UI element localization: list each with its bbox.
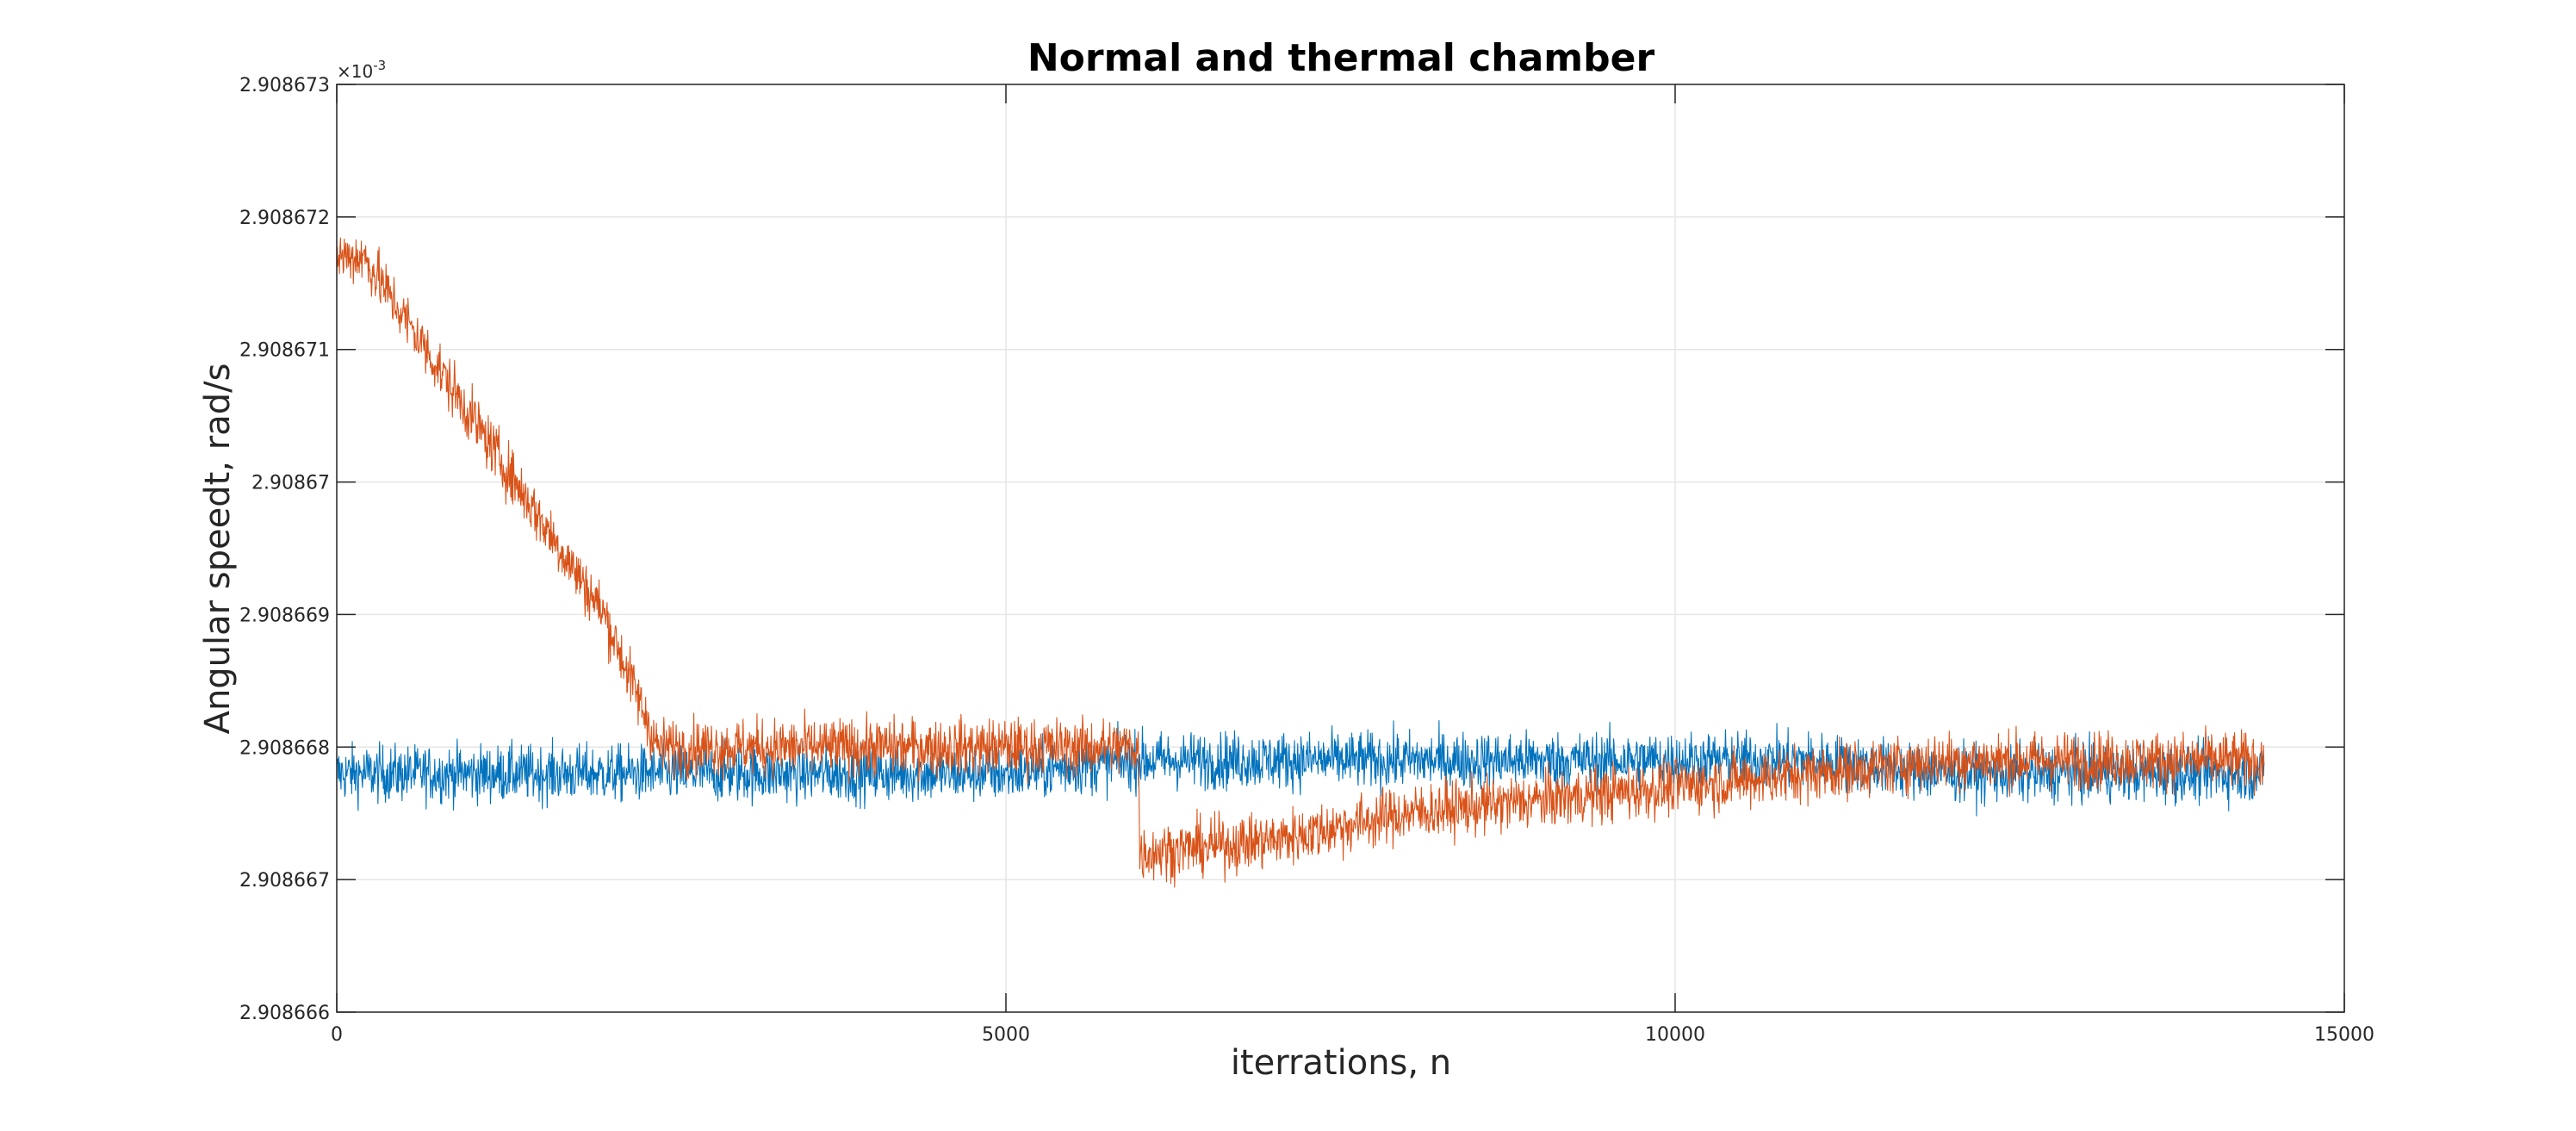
x-tick-label: 5000 bbox=[982, 1024, 1030, 1046]
y-tick-label: 2.908673 bbox=[239, 75, 330, 96]
series-line-2 bbox=[336, 237, 2265, 888]
y-tick-label: 2.908671 bbox=[239, 340, 330, 362]
y-axis-label: Angular speedt, rad/s bbox=[198, 364, 238, 735]
y-tick-label: 2.908669 bbox=[239, 605, 330, 626]
y-exponent-base: ×10 bbox=[337, 61, 373, 82]
y-tick-label: 2.908668 bbox=[239, 737, 330, 759]
y-axis-exponent: ×10-3 bbox=[337, 58, 386, 82]
axes-box bbox=[336, 84, 2345, 1013]
y-tick-label: 2.908667 bbox=[239, 870, 330, 892]
x-axis-label: iterrations, n bbox=[1231, 1043, 1451, 1083]
plot-area bbox=[337, 84, 2344, 1012]
chart-title: Normal and thermal chamber bbox=[1027, 36, 1655, 80]
y-tick-label: 2.90867 bbox=[251, 473, 330, 494]
y-exponent-power: -3 bbox=[373, 58, 386, 73]
grid-layer bbox=[336, 84, 2345, 1013]
series-layer bbox=[336, 237, 2265, 888]
x-tick-label: 15000 bbox=[2314, 1024, 2374, 1046]
tick-layer: 0 5000 10000 15000 2.908666 2.908667 2.908668 2… bbox=[239, 75, 2374, 1046]
y-tick-label: 2.908672 bbox=[239, 208, 330, 229]
x-tick-label: 0 bbox=[331, 1024, 343, 1046]
x-tick-label: 10000 bbox=[1645, 1024, 1705, 1046]
y-tick-label: 2.908666 bbox=[239, 1003, 330, 1024]
frame-layer bbox=[336, 84, 2345, 1013]
